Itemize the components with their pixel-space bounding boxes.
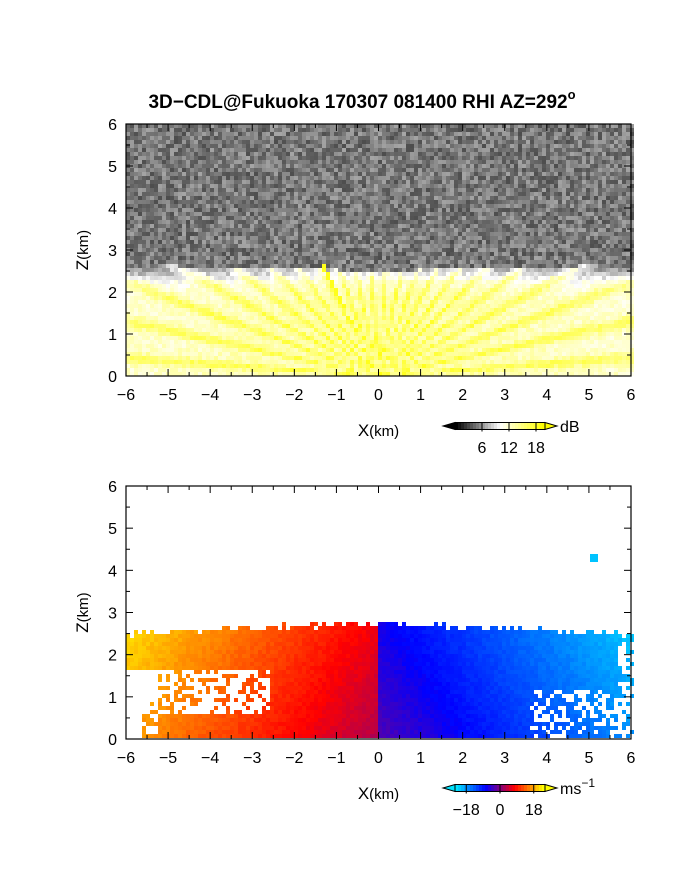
intensity-heatmap <box>126 124 634 376</box>
y-tick-label: 3 <box>108 606 117 623</box>
x-tick-label: −5 <box>159 387 177 404</box>
x-tick-label: 5 <box>584 750 593 767</box>
colorbar-tick-label: 18 <box>525 802 543 819</box>
chart-title: 3D−CDL@Fukuoka 170307 081400 RHI AZ=292o <box>148 87 575 113</box>
y-tick-label: 5 <box>108 521 117 538</box>
x-tick-label: 2 <box>458 387 467 404</box>
x-tick-label: −4 <box>201 387 219 404</box>
y-tick-label: 0 <box>108 732 117 749</box>
y-tick-label: 4 <box>108 201 117 218</box>
y-tick-label: 2 <box>108 648 117 665</box>
x-tick-label: 3 <box>500 750 509 767</box>
velocity-x-axis-label: X(km) <box>358 784 399 803</box>
x-tick-label: 6 <box>627 387 636 404</box>
x-tick-label: 5 <box>584 387 593 404</box>
velocity-axis-ticks: −6 −5 −4 −3 −2 −1 0 1 2 3 4 5 6 0 1 2 3 4 5 6 <box>108 479 635 767</box>
intensity-x-axis-label: X(km) <box>358 421 399 440</box>
y-tick-label: 6 <box>108 117 117 134</box>
y-tick-label: 0 <box>108 369 117 386</box>
y-tick-label: 5 <box>108 159 117 176</box>
y-tick-label: 6 <box>108 479 117 496</box>
x-tick-label: −3 <box>243 750 261 767</box>
x-tick-label: 1 <box>416 387 425 404</box>
y-tick-label: 1 <box>108 327 117 344</box>
x-tick-label: −1 <box>327 750 345 767</box>
colorbar-tick-label: −18 <box>453 802 480 819</box>
x-tick-label: −4 <box>201 750 219 767</box>
velocity-heatmap <box>126 554 634 738</box>
velocity-colorbar: −18 0 18 <box>441 783 559 819</box>
intensity-colorbar: 6 12 18 <box>441 421 559 457</box>
velocity-y-axis-label: Z(km) <box>73 592 92 632</box>
y-tick-label: 2 <box>108 285 117 302</box>
x-tick-label: −1 <box>327 387 345 404</box>
x-tick-label: 4 <box>542 750 551 767</box>
velocity-colorbar-unit: ms−1 <box>560 776 595 798</box>
colorbar-tick-label: 12 <box>500 440 518 457</box>
x-tick-label: 1 <box>416 750 425 767</box>
x-tick-label: −6 <box>117 387 135 404</box>
x-tick-label: 0 <box>374 387 383 404</box>
x-tick-label: 2 <box>458 750 467 767</box>
x-tick-label: 6 <box>627 750 636 767</box>
colorbar-tick-label: 18 <box>527 440 545 457</box>
x-tick-label: −2 <box>285 750 303 767</box>
intensity-axis-ticks: −6 −5 −4 −3 −2 −1 0 1 2 3 4 5 6 0 1 2 3 4 5 6 <box>108 117 635 404</box>
colorbar-tick-label: 0 <box>496 802 505 819</box>
x-tick-label: −6 <box>117 750 135 767</box>
y-tick-label: 3 <box>108 243 117 260</box>
x-tick-label: 0 <box>374 750 383 767</box>
x-tick-label: −3 <box>243 387 261 404</box>
intensity-colorbar-unit: dB <box>560 419 580 436</box>
x-tick-label: 4 <box>542 387 551 404</box>
velocity-panel: −6 −5 −4 −3 −2 −1 0 1 2 3 4 5 6 0 1 2 3 4 5 6 X(km) Z(km) −… <box>73 479 636 819</box>
x-tick-label: −5 <box>159 750 177 767</box>
intensity-y-axis-label: Z(km) <box>73 230 92 270</box>
x-tick-label: 3 <box>500 387 509 404</box>
colorbar-tick-label: 6 <box>478 440 487 457</box>
y-tick-label: 4 <box>108 563 117 580</box>
y-tick-label: 1 <box>108 690 117 707</box>
x-tick-label: −2 <box>285 387 303 404</box>
